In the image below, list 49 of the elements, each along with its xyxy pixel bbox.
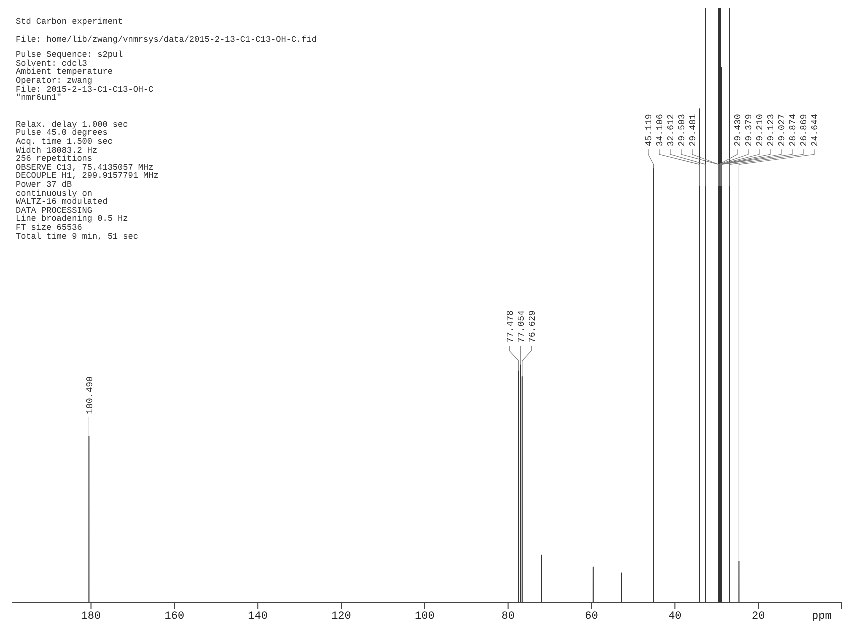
x-tick-label: 20 (752, 610, 766, 623)
x-tick-label: 80 (502, 610, 515, 623)
annotation: File: home/lib/zwang/vnmrsys/data/2015-2-13-C1-C13-OH-C.fid (16, 34, 317, 45)
annotation: 34.106 (656, 114, 666, 147)
annotation: 29.481 (688, 114, 699, 147)
annotation: 24.644 (810, 114, 821, 147)
annotation: Pulse Sequence: s2pul (16, 50, 124, 60)
x-tick-label: 180 (81, 610, 102, 623)
annotation: DECOUPLE H1, 299.9157791 MHz (16, 171, 159, 182)
annotation: 77.478 (506, 310, 516, 343)
x-tick-label: 120 (332, 610, 352, 623)
annotation: 32.612 (666, 114, 677, 147)
annotation: 29.503 (678, 114, 688, 147)
annotation: File: 2015-2-13-C1-C13-OH-C (16, 84, 154, 95)
annotation: DATA PROCESSING (16, 206, 93, 216)
annotation: 45.119 (644, 114, 655, 147)
annotation: 29.210 (756, 114, 766, 147)
annotation: Relax. delay 1.000 sec (16, 120, 128, 130)
annotation: 180.490 (85, 376, 96, 414)
annotation: 28.874 (788, 114, 799, 147)
annotation: Std Carbon experiment (16, 17, 124, 27)
annotation: Width 18083.2 Hz (16, 146, 98, 156)
annotation: 29.379 (744, 114, 755, 147)
annotation: Power 37 dB (16, 180, 72, 190)
annotation: 29.430 (734, 114, 744, 147)
annotation: Ambient temperature (16, 67, 113, 78)
annotation: 77.054 (516, 310, 527, 343)
annotation: Line broadening 0.5 Hz (16, 214, 128, 224)
annotation: "nmr6un1" (16, 93, 62, 104)
x-tick-label: 160 (164, 610, 185, 623)
annotation: 29.027 (778, 114, 788, 147)
annotation: 29.123 (766, 114, 777, 147)
x-tick-label: 40 (668, 610, 682, 623)
annotation: 256 repetitions (16, 154, 93, 164)
annotation: 26.869 (800, 114, 810, 147)
annotation: Solvent: cdcl3 (16, 58, 88, 69)
x-axis-title: ppm (812, 611, 832, 623)
annotation: Pulse 45.0 degrees (16, 128, 108, 138)
annotation: FT size 65536 (16, 223, 82, 233)
x-tick-label: 140 (248, 610, 268, 623)
x-tick-label: 60 (585, 610, 598, 623)
x-tick-label: 100 (415, 610, 435, 623)
annotation: Total time 9 min, 51 sec (16, 232, 138, 242)
annotation: WALTZ-16 modulated (16, 197, 108, 208)
annotation: Acq. time 1.500 sec (16, 137, 113, 147)
annotation: continuously on (16, 188, 93, 199)
annotation: 76.629 (528, 310, 538, 343)
annotation: OBSERVE C13, 75.4135057 MHz (16, 162, 154, 173)
annotation: Operator: zwang (16, 76, 93, 86)
